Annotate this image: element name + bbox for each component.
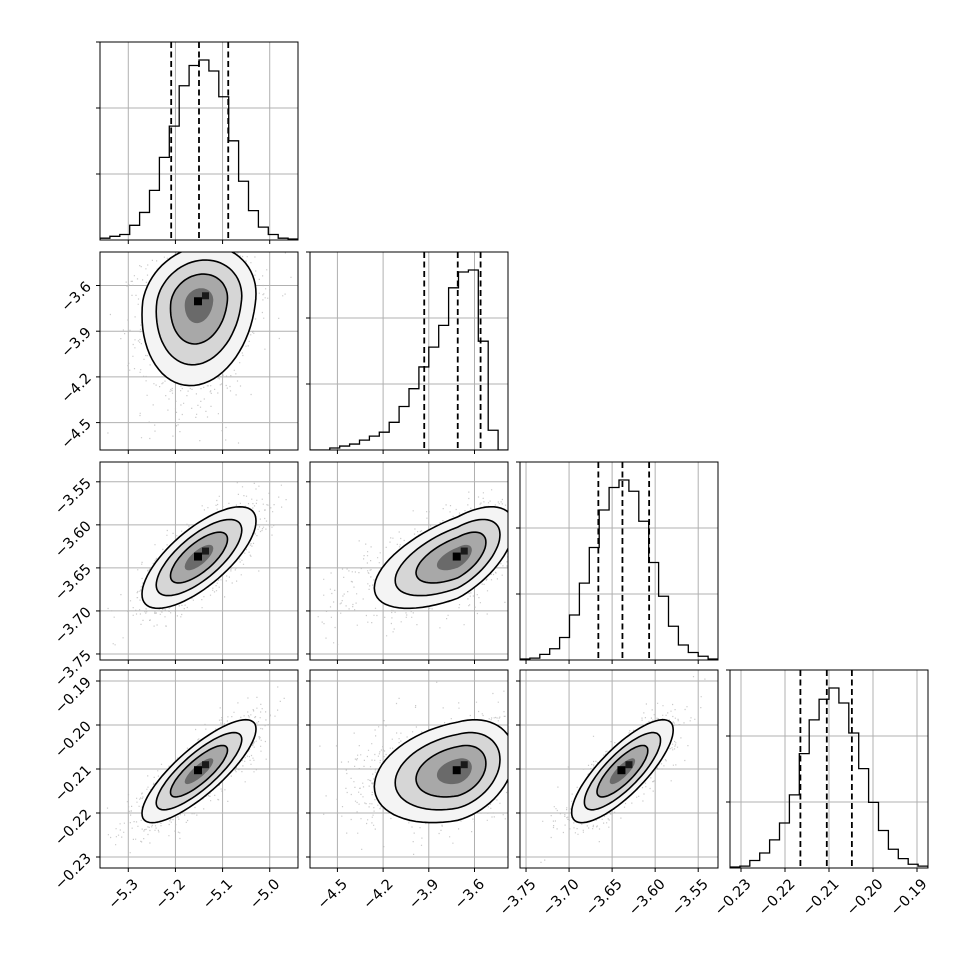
- x-tick-label: −0.21: [800, 876, 843, 919]
- contour-line: [570, 718, 675, 824]
- contour-line: [169, 531, 229, 584]
- y-tick-label: −3.65: [52, 561, 95, 604]
- scatter-content: [106, 686, 285, 854]
- contour-line: [141, 505, 257, 610]
- contour-line: [373, 506, 508, 610]
- x-tick-label: −4.5: [315, 876, 351, 912]
- contour-line: [415, 744, 487, 798]
- density-peak: [194, 552, 202, 561]
- x-tick-label: −5.1: [200, 876, 236, 912]
- scatter-content: [310, 681, 508, 855]
- y-tick-label: −3.55: [52, 475, 95, 518]
- contour-line: [155, 259, 243, 366]
- contour-line: [373, 719, 508, 824]
- contour-line: [155, 518, 243, 597]
- contour-line: [596, 744, 649, 798]
- density-peak: [617, 766, 626, 775]
- contour-line: [394, 731, 501, 811]
- x-tick-label: −0.22: [756, 876, 799, 919]
- histogram-bars: [730, 687, 928, 868]
- x-tick-label: −5.2: [153, 876, 189, 912]
- density-peak: [460, 547, 468, 555]
- scatter-panel-2-1: [96, 251, 299, 454]
- y-tick-label: −0.23: [52, 851, 95, 894]
- scatter-content: [540, 676, 706, 863]
- y-tick-label: −3.9: [59, 325, 95, 361]
- y-tick-label: −3.60: [52, 518, 95, 561]
- density-peak: [460, 761, 468, 769]
- x-tick-label: −3.60: [626, 876, 669, 919]
- panel-frame: [519, 461, 719, 661]
- x-tick-label: −3.65: [583, 876, 626, 919]
- x-tick-label: −0.19: [888, 876, 931, 919]
- scatter-panel-4-3: [516, 669, 719, 872]
- scatter-panel-3-2: [306, 461, 509, 664]
- contour-line: [394, 518, 501, 597]
- x-tick-label: −4.2: [361, 876, 397, 912]
- y-tick-label: −4.2: [59, 370, 95, 406]
- y-tick-label: −0.21: [52, 763, 95, 806]
- x-tick-label: −3.70: [540, 876, 583, 919]
- x-tick-label: −3.9: [406, 876, 442, 912]
- density-peak: [452, 766, 461, 775]
- y-tick-label: −0.20: [52, 719, 95, 762]
- panel-frame: [309, 461, 509, 661]
- y-tick-label: −4.5: [59, 416, 95, 452]
- hist-panel-2: [306, 251, 509, 454]
- scatter-panel-3-1: [96, 461, 299, 664]
- density-peak: [625, 761, 633, 769]
- panel-frame: [99, 251, 299, 451]
- y-tick-label: −3.70: [52, 604, 95, 647]
- density-peak: [194, 766, 202, 775]
- hist-panel-4: [726, 669, 929, 872]
- contour-line: [141, 252, 257, 387]
- scatter-panel-4-1: [96, 669, 299, 872]
- contour-line: [169, 744, 229, 798]
- density-peak: [194, 297, 202, 306]
- contour-line: [583, 731, 662, 811]
- x-tick-label: −0.20: [844, 876, 887, 919]
- histogram-bars: [520, 479, 718, 660]
- density-peak: [202, 547, 209, 555]
- panel-frame: [99, 461, 299, 661]
- y-tick-label: −3.6: [59, 279, 95, 315]
- scatter-content: [107, 252, 292, 444]
- x-tick-label: −3.55: [669, 876, 712, 919]
- panel-frame: [309, 251, 509, 451]
- scatter-panel-4-2: [306, 669, 509, 872]
- x-tick-label: −3.75: [497, 876, 540, 919]
- contour-line: [415, 531, 487, 584]
- hist-panel-1: [96, 41, 299, 244]
- hist-panel-3: [516, 461, 719, 664]
- density-peak: [202, 761, 209, 769]
- contour-line: [155, 731, 243, 811]
- x-tick-label: −0.23: [712, 876, 755, 919]
- panel-frame: [99, 41, 299, 241]
- x-tick-label: −5.0: [247, 876, 283, 912]
- contour-line: [169, 273, 229, 345]
- scatter-content: [107, 482, 287, 646]
- scatter-content: [317, 489, 508, 646]
- y-tick-label: −0.22: [52, 807, 95, 850]
- density-peak: [452, 552, 461, 561]
- x-tick-label: −5.3: [106, 876, 142, 912]
- x-tick-label: −3.6: [452, 876, 488, 912]
- contour-line: [141, 718, 257, 824]
- histogram-bars: [310, 269, 508, 450]
- density-peak: [202, 292, 209, 300]
